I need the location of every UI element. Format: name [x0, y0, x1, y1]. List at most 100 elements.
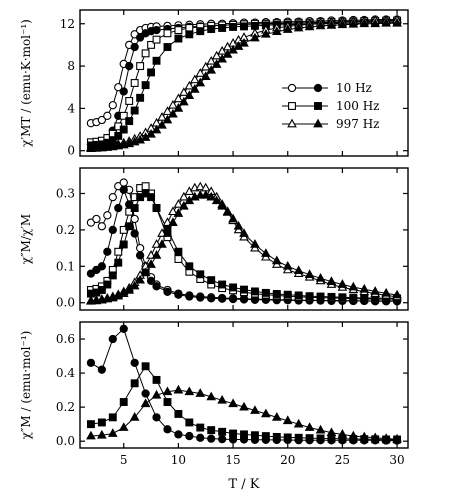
data-point: [293, 22, 304, 32]
data-point: [162, 386, 173, 396]
data-point: [168, 108, 178, 118]
data-point: [146, 128, 156, 138]
data-point: [337, 279, 348, 288]
data-point: [119, 185, 128, 194]
legend-marker: [313, 83, 323, 93]
data-point: [271, 26, 282, 36]
data-point: [119, 240, 128, 249]
data-point: [370, 18, 381, 28]
data-point: [304, 21, 315, 31]
data-point: [207, 25, 216, 33]
data-point: [163, 398, 172, 406]
data-point: [240, 430, 248, 439]
data-point: [360, 294, 369, 302]
data-point: [282, 260, 293, 270]
data-point: [147, 193, 156, 202]
data-point: [173, 208, 184, 217]
data-point: [349, 293, 358, 302]
data-point: [97, 429, 107, 439]
legend: 10 Hz 100 Hz 997 Hz: [282, 81, 380, 131]
data-point: [304, 422, 315, 431]
x-tick-label: 25: [335, 453, 350, 467]
panel-2: 0.0 0.1 0.2 0.3 χ″M/χ′M: [19, 167, 409, 311]
data-point: [114, 258, 123, 267]
data-point: [233, 220, 244, 230]
y-tick-label: 0.6: [56, 332, 75, 346]
data-point: [97, 365, 107, 374]
y-tick-label: 0.1: [56, 259, 75, 273]
data-point: [129, 412, 140, 421]
y-tick-label: 0.0: [56, 296, 75, 310]
data-point: [326, 20, 337, 29]
data-point: [229, 429, 238, 438]
data-point: [163, 29, 172, 38]
data-point: [272, 432, 281, 441]
data-point: [211, 50, 222, 60]
data-point: [261, 29, 271, 38]
panel-1-ylabel: χ′MT / (emu·K·mol⁻¹): [19, 19, 33, 147]
panel-2-frame: [79, 167, 409, 311]
data-point: [152, 25, 161, 35]
y-tick-label: 12: [60, 17, 75, 31]
data-point: [282, 24, 293, 33]
data-point: [348, 281, 359, 291]
y-tick-label: 0.2: [56, 223, 75, 237]
data-point: [206, 191, 217, 201]
data-point: [229, 283, 238, 292]
data-point: [152, 282, 161, 291]
data-point: [108, 101, 117, 110]
data-point: [217, 394, 227, 404]
data-point: [179, 87, 189, 96]
data-point: [239, 401, 249, 411]
legend-label: 997 Hz: [336, 117, 380, 131]
data-point: [315, 20, 326, 30]
data-point: [108, 271, 117, 280]
data-point: [316, 434, 325, 443]
data-point: [293, 418, 304, 428]
y-tick-label: 0.4: [56, 366, 75, 380]
data-point: [250, 405, 260, 414]
data-point: [130, 79, 139, 87]
data-point: [185, 431, 194, 441]
data-point: [261, 432, 270, 441]
data-point: [168, 206, 178, 216]
data-point: [211, 59, 222, 68]
data-point: [135, 243, 145, 253]
data-point: [103, 211, 112, 220]
data-point: [179, 96, 189, 106]
data-point: [195, 68, 206, 77]
x-tick-label: 30: [389, 453, 404, 467]
data-point: [195, 77, 206, 87]
data-point: [261, 408, 271, 418]
data-point: [261, 248, 271, 257]
data-point: [207, 426, 216, 435]
panel-3-ticks: 0.0 0.2 0.4 0.6 5 10 15 20 25 30: [56, 322, 408, 467]
data-point: [337, 429, 348, 438]
data-point: [135, 33, 145, 42]
data-point: [392, 17, 402, 27]
data-point: [359, 431, 370, 441]
data-point: [146, 259, 156, 268]
data-point: [381, 17, 391, 27]
data-point: [184, 386, 195, 396]
data-point: [370, 286, 381, 295]
data-point: [147, 68, 156, 77]
data-point: [107, 428, 118, 437]
data-point: [136, 93, 145, 102]
data-point: [294, 291, 303, 300]
data-point: [108, 413, 117, 422]
data-point: [86, 420, 95, 429]
data-point: [200, 71, 211, 81]
data-point: [173, 199, 184, 208]
data-point: [271, 255, 282, 265]
data-point: [168, 217, 178, 226]
data-point: [228, 213, 238, 223]
x-tick-label: 10: [171, 453, 186, 467]
data-point: [239, 295, 249, 304]
data-point: [152, 56, 161, 65]
data-point: [97, 418, 106, 427]
data-point: [97, 115, 107, 125]
data-point: [250, 431, 259, 440]
data-point: [315, 424, 326, 434]
